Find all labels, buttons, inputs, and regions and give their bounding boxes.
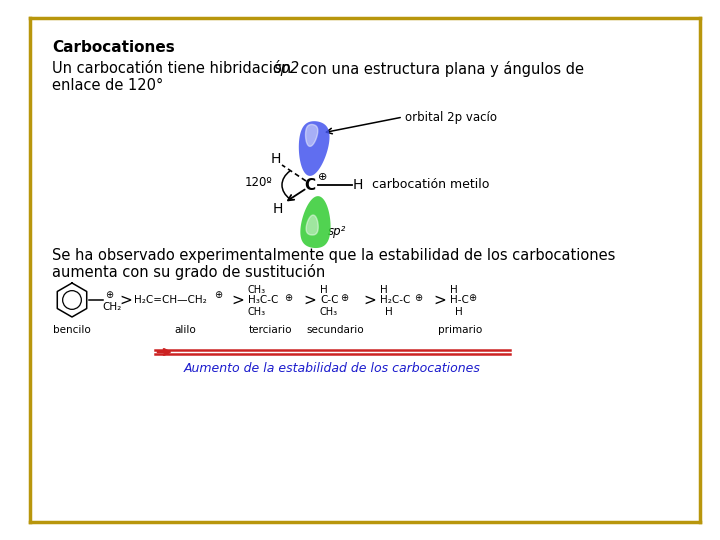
Text: H₃C-C: H₃C-C — [248, 295, 279, 305]
Text: H₂C=CH—CH₂: H₂C=CH—CH₂ — [134, 295, 207, 305]
Text: Carbocationes: Carbocationes — [52, 40, 175, 55]
Text: H: H — [273, 202, 283, 216]
Text: Aumento de la estabilidad de los carbocationes: Aumento de la estabilidad de los carboca… — [184, 361, 481, 375]
Text: alilo: alilo — [174, 325, 196, 335]
Text: H₂C-C: H₂C-C — [380, 295, 410, 305]
Text: C: C — [305, 178, 315, 192]
Polygon shape — [306, 215, 318, 235]
Text: H: H — [385, 307, 392, 317]
Text: ⊕: ⊕ — [214, 290, 222, 300]
Text: enlace de 120°: enlace de 120° — [52, 78, 163, 93]
Text: H: H — [320, 285, 328, 295]
Text: Se ha observado experimentalmente que la estabilidad de los carbocationes: Se ha observado experimentalmente que la… — [52, 248, 616, 263]
Text: orbital 2p vacío: orbital 2p vacío — [405, 111, 497, 124]
Text: CH₃: CH₃ — [248, 285, 266, 295]
Text: Un carbocatión tiene hibridación: Un carbocatión tiene hibridación — [52, 61, 296, 76]
Text: ⊕: ⊕ — [468, 293, 476, 303]
Text: C-C: C-C — [320, 295, 338, 305]
Text: sp2: sp2 — [274, 61, 300, 76]
Text: ⊕: ⊕ — [414, 293, 422, 303]
Polygon shape — [299, 121, 330, 176]
Text: carbocatión metilo: carbocatión metilo — [372, 179, 490, 192]
Text: aumenta con su grado de sustitución: aumenta con su grado de sustitución — [52, 264, 325, 280]
Text: primario: primario — [438, 325, 482, 335]
Text: >: > — [304, 293, 316, 307]
Text: con una estructura plana y ángulos de: con una estructura plana y ángulos de — [296, 61, 584, 77]
Text: >: > — [433, 293, 446, 307]
Text: CH₂: CH₂ — [102, 302, 121, 312]
Text: H: H — [380, 285, 388, 295]
Text: H: H — [271, 152, 282, 166]
Text: 120º: 120º — [244, 177, 272, 190]
Text: sp²: sp² — [328, 225, 346, 238]
Polygon shape — [300, 196, 330, 248]
Text: secundario: secundario — [306, 325, 364, 335]
Text: >: > — [364, 293, 377, 307]
Text: ⊕: ⊕ — [284, 293, 292, 303]
Text: ⊕: ⊕ — [105, 290, 113, 300]
Text: H: H — [450, 285, 458, 295]
Text: H: H — [353, 178, 363, 192]
Text: H: H — [455, 307, 463, 317]
Text: CH₃: CH₃ — [320, 307, 338, 317]
Polygon shape — [305, 125, 318, 146]
Text: bencilo: bencilo — [53, 325, 91, 335]
Text: H-C: H-C — [450, 295, 469, 305]
Text: ⊕: ⊕ — [318, 172, 328, 182]
Text: >: > — [232, 293, 244, 307]
Text: CH₃: CH₃ — [248, 307, 266, 317]
Text: terciario: terciario — [248, 325, 292, 335]
Text: >: > — [120, 293, 132, 307]
Text: ⊕: ⊕ — [340, 293, 348, 303]
